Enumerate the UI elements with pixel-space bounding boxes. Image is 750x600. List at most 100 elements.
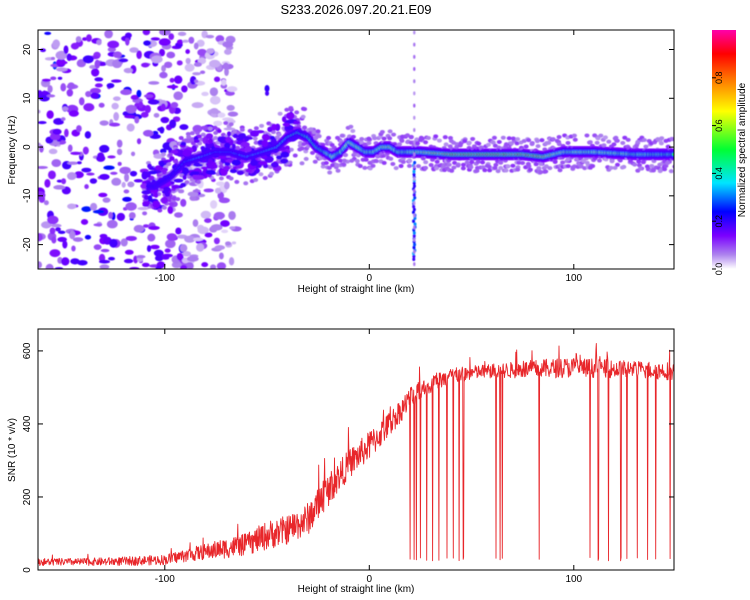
spectrogram-cell [154, 255, 164, 262]
spectrogram-cell [127, 181, 135, 188]
spectrogram-cell [643, 144, 649, 149]
spectrogram-cell [612, 165, 618, 170]
spectrogram-cell [640, 160, 646, 165]
spectrogram-cell [213, 237, 220, 245]
spectrogram-cell [228, 176, 234, 181]
spectrogram-cell [363, 157, 369, 162]
spectrogram-cell [423, 165, 429, 170]
spectrogram-cell [116, 212, 126, 221]
spectrogram-cell [38, 261, 43, 269]
spectrogram-cell [171, 184, 181, 189]
spectrogram-cell [84, 234, 92, 240]
spectrogram-cell [672, 164, 674, 169]
spectrogram-cell [144, 105, 151, 114]
spectrogram-cell [292, 153, 298, 158]
spectrogram-cell [343, 153, 349, 158]
spectrogram-cell [413, 152, 416, 157]
spectrogram-cell [150, 244, 160, 250]
spectrogram-cell [269, 171, 275, 176]
spectrogram-cell [405, 133, 411, 138]
spectrogram-cell [173, 91, 184, 101]
spectrogram-cell [175, 197, 181, 202]
spectrogram-cell [210, 264, 217, 269]
spectrogram-cell [214, 245, 226, 250]
spectrogram-cell [285, 119, 295, 124]
spectrogram-cell [96, 154, 106, 162]
spectrogram-cell [38, 142, 41, 147]
spectrogram-cell [218, 164, 224, 169]
spectrogram-cell [184, 63, 195, 72]
spectrogram-cell [109, 238, 118, 248]
spectrogram-cell [451, 140, 457, 145]
spectrogram-x-tick-label: -100 [155, 273, 175, 284]
spectrogram-cell [276, 132, 282, 137]
colorbar-label: Normalized spectral amplitude [737, 82, 748, 217]
spectrogram-cell [413, 201, 416, 206]
spectrogram-cell [222, 41, 234, 48]
spectrogram-cell [391, 132, 397, 137]
spectrogram-cell [169, 156, 175, 161]
spectrogram-cell [262, 175, 268, 180]
spectrogram-cell [222, 62, 229, 71]
spectrogram-cell [107, 40, 120, 49]
spectrogram-cell [669, 136, 674, 141]
spectrogram-cell [492, 165, 498, 170]
spectrogram-cell [61, 257, 70, 266]
spectrogram-cell [39, 144, 44, 153]
spectrogram-cell [443, 142, 449, 147]
spectrogram-cell [419, 136, 425, 141]
spectrogram-cell [300, 114, 306, 119]
spectrogram-cell [138, 101, 144, 109]
spectrogram-cell [261, 134, 271, 141]
spectrogram-cell [166, 51, 176, 59]
spectrogram-cell [196, 175, 205, 180]
spectrogram-cell [493, 162, 499, 167]
spectrogram-cell [253, 126, 259, 131]
spectrogram-cell [231, 159, 241, 166]
spectrogram-cell [197, 48, 207, 57]
spectrogram-cell [179, 124, 189, 130]
spectrogram-cell [337, 158, 343, 163]
spectrogram-cell [110, 79, 122, 83]
spectrogram-cell [220, 142, 226, 147]
spectrogram-cell [141, 262, 150, 268]
spectrogram-cell [187, 83, 199, 87]
spectrogram-cell [491, 135, 497, 140]
spectrogram-cell [446, 162, 452, 167]
spectrogram-cell [104, 30, 113, 39]
spectrogram-cell [200, 210, 212, 219]
spectrogram-cell [181, 85, 188, 93]
spectrogram-cell [186, 134, 192, 139]
spectrogram-cell [310, 150, 316, 155]
spectrogram-cell [284, 107, 290, 112]
spectrogram-cell [207, 126, 213, 131]
spectrogram-cell [117, 161, 122, 166]
spectrogram-cell [174, 75, 183, 84]
spectrogram-cell [185, 49, 190, 55]
spectrogram-cell [533, 162, 539, 167]
spectrogram-cell [120, 238, 128, 247]
spectrogram-cell [285, 112, 295, 120]
spectrogram-cell [188, 36, 195, 44]
spectrogram-cell [143, 40, 152, 46]
spectrogram-cell [388, 156, 394, 161]
spectrogram-cell [469, 160, 475, 165]
spectrogram-cell [205, 133, 214, 140]
spectrogram-cell [486, 164, 492, 169]
spectrogram-cell [194, 130, 200, 135]
spectrogram-cell [659, 136, 665, 141]
spectrogram-cell [161, 64, 166, 72]
spectrogram-cell [45, 263, 54, 269]
spectrogram-cell [281, 116, 287, 123]
spectrogram-cell [130, 94, 139, 101]
spectrogram-cell [510, 136, 516, 141]
spectrogram-cell [57, 76, 63, 80]
spectrogram-cell [412, 245, 416, 250]
spectrogram-cell [515, 137, 521, 142]
spectrogram-cell [63, 45, 69, 54]
spectrogram-cell [119, 166, 131, 175]
spectrogram-cell [116, 139, 123, 148]
spectrogram-cell [231, 143, 236, 150]
spectrogram-cell [261, 139, 269, 148]
spectrogram-cell [514, 141, 520, 146]
